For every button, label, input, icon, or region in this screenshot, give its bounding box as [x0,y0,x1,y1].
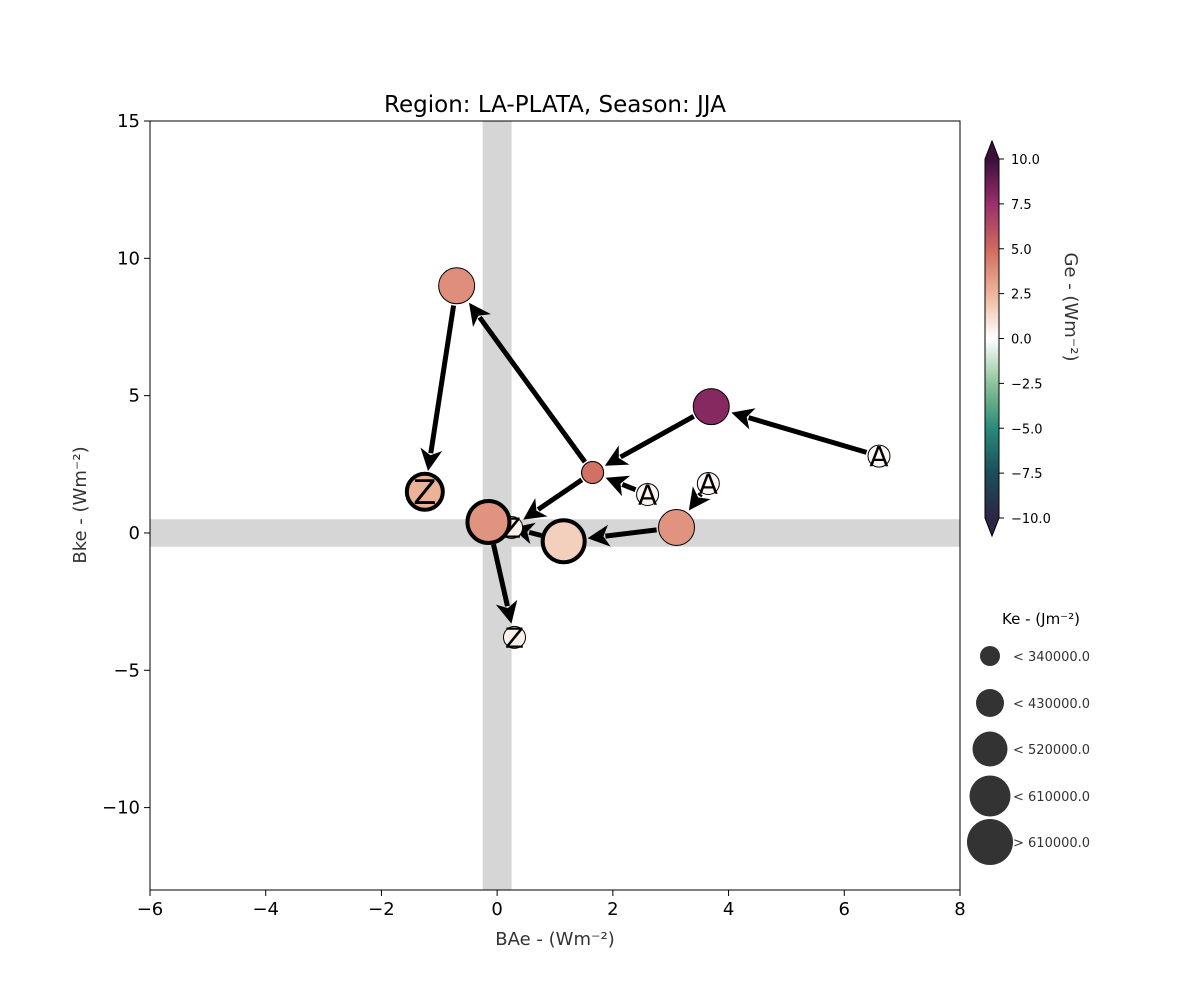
trajectory-arrow-line [749,418,867,453]
y-tick-label: 5 [129,386,140,407]
trajectory-arrow-line [431,306,454,454]
point-label: A [699,468,718,501]
x-tick-label: 0 [491,899,502,920]
y-tick-label: −5 [113,660,140,681]
x-tick-label: 4 [723,899,734,920]
colorbar-tick-label: −5.0 [1011,422,1043,437]
plot-frame [150,121,960,890]
x-tick-label: 6 [839,899,850,920]
colorbar-tick-label: −10.0 [1011,512,1051,527]
colorbar-extend-bottom [985,518,999,536]
data-point [439,268,475,304]
size-legend-label: < 520000.0 [1013,743,1090,758]
size-legend-label: < 430000.0 [1013,697,1090,712]
colorbar-tick-label: 10.0 [1011,153,1040,168]
colorbar-tick-label: 0.0 [1011,333,1032,348]
x-tick-label: 8 [954,899,965,920]
colorbar-tick-label: −7.5 [1011,467,1043,482]
point-label: Z [413,473,436,513]
colorbar-tick-label: 7.5 [1011,198,1032,213]
size-legend-label: < 610000.0 [1013,790,1090,805]
size-legend-marker [980,646,1000,666]
colorbar-extend-top [985,141,999,159]
size-legend-marker [976,689,1004,717]
point-label: A [869,440,888,473]
trajectory-arrow-line [622,484,635,489]
colorbar-gradient [985,159,999,518]
trajectory-arrow-line [538,480,582,510]
x-tick-label: −4 [252,899,279,920]
size-legend-marker [973,732,1008,767]
colorbar-tick-label: 5.0 [1011,243,1032,258]
point-label: A [638,479,657,512]
data-point [693,389,729,425]
data-point [582,462,604,484]
trajectory-arrow-head [523,498,547,519]
colorbar-tick-label: 2.5 [1011,288,1032,303]
size-legend-label: < 340000.0 [1013,650,1090,665]
size-legend-label: > 610000.0 [1013,836,1090,851]
data-point [543,520,585,562]
x-tick-label: −2 [368,899,395,920]
data-point [659,509,695,545]
point-label: Z [505,621,524,654]
x-axis-label: BAe - (Wm⁻²) [495,929,614,950]
y-axis-label: Bke - (Wm⁻²) [70,446,91,563]
colorbar: 10.0 7.5 5.0 2.5 0.0 −2.5 −5.0 −7.5 −10.0 [985,141,1051,536]
y-tick-label: 15 [117,111,140,132]
size-legend-marker [970,776,1011,817]
colorbar-tick-label: −2.5 [1011,377,1043,392]
data-point [467,501,509,543]
trajectory-arrow-line [529,532,541,535]
x-tick-label: 2 [607,899,618,920]
y-tick-label: −10 [102,798,140,819]
size-legend: Ke - (Jm⁻²) < 340000.0 < 430000.0 < 520000… [967,610,1090,865]
y-tick-label: 10 [117,248,140,269]
colorbar-label: Ge - (Wm⁻²) [1060,252,1081,361]
size-legend-title: Ke - (Jm⁻²) [1002,610,1080,628]
size-legend-marker [967,819,1013,865]
x-tick-label: −6 [137,899,164,920]
trajectory-arrow-line [621,416,694,457]
chart-title: Region: LA-PLATA, Season: JJA [384,92,726,118]
y-tick-label: 0 [129,523,140,544]
